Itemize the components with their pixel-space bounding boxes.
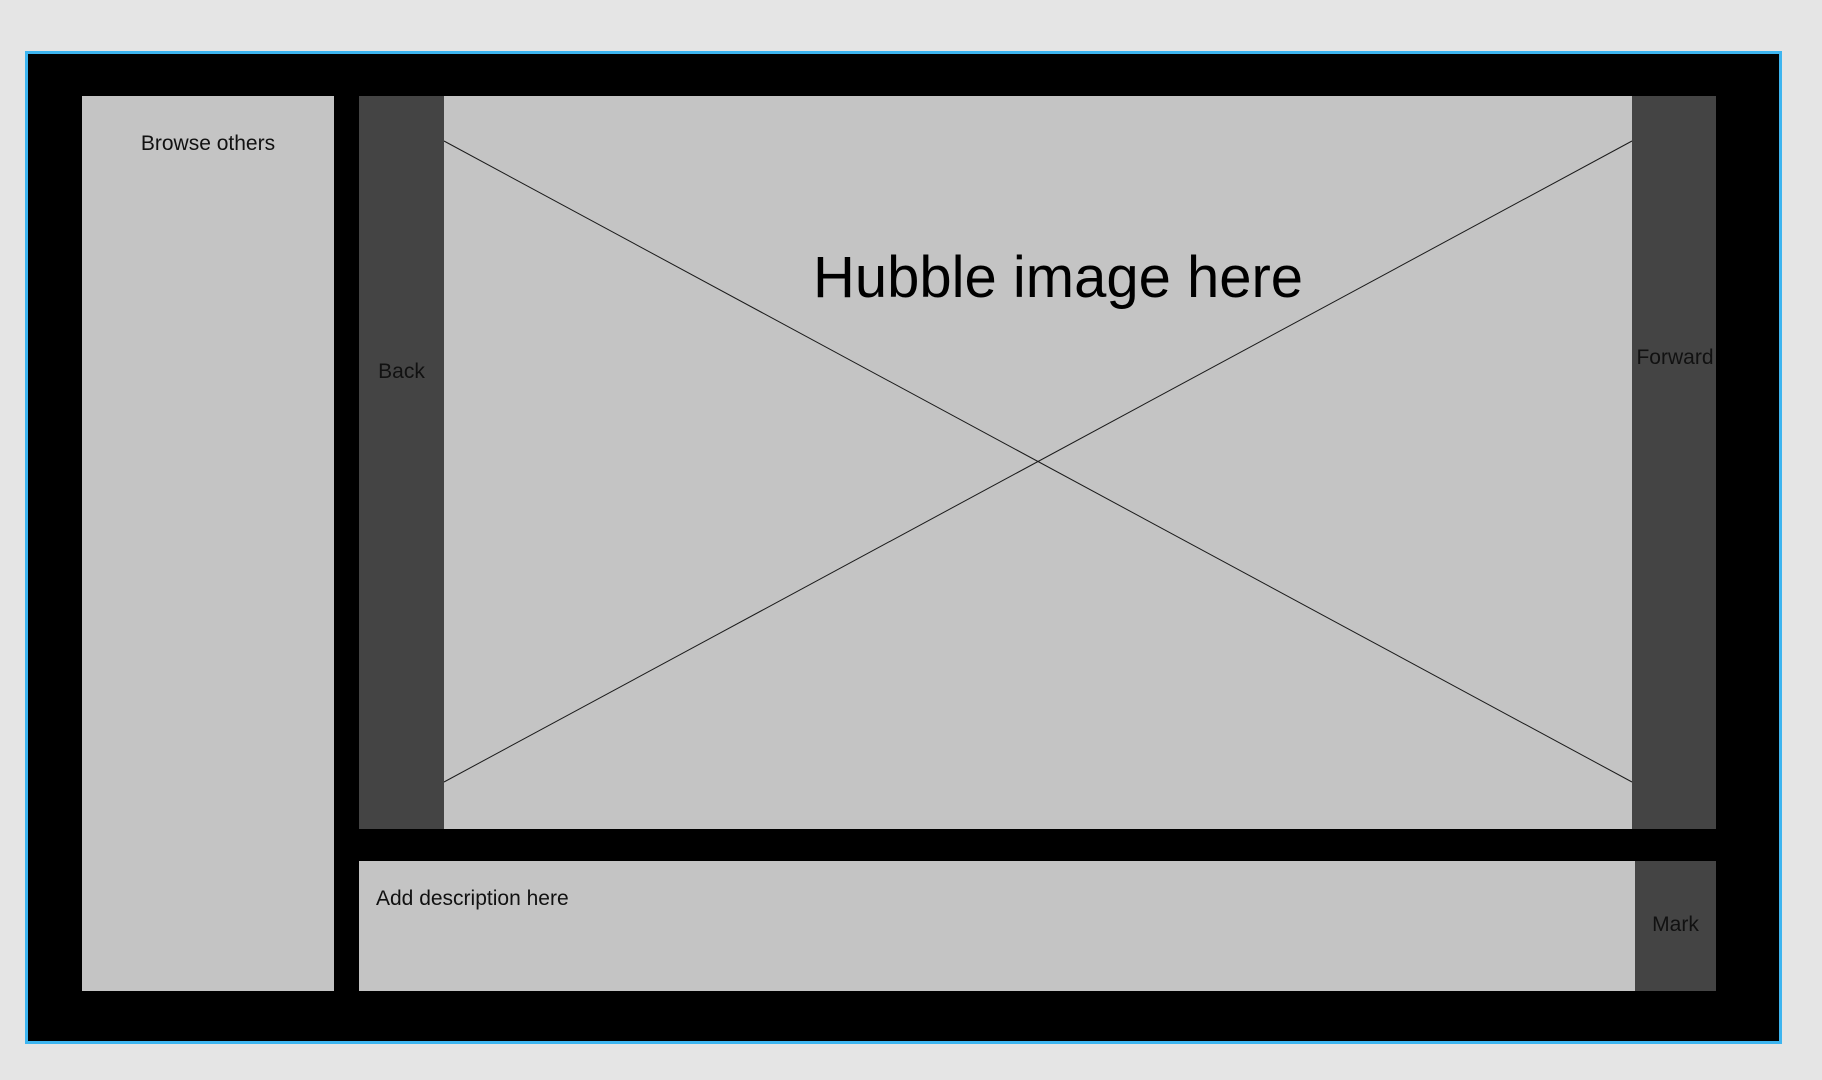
image-caption: Hubble image here bbox=[812, 245, 1304, 310]
back-button-label: Back bbox=[378, 360, 425, 383]
browse-others-label: Browse others bbox=[140, 132, 276, 155]
image-placeholder-cross-icon bbox=[444, 140, 1632, 783]
forward-button[interactable]: Forward bbox=[1632, 96, 1716, 829]
description-placeholder: Add description here bbox=[376, 887, 569, 910]
mark-button-label: Mark bbox=[1652, 913, 1699, 936]
hubble-image-placeholder: Hubble image here bbox=[444, 96, 1632, 829]
mark-button[interactable]: Mark bbox=[1635, 861, 1716, 991]
back-button[interactable]: Back bbox=[359, 96, 444, 829]
description-field[interactable]: Add description here bbox=[359, 861, 1635, 991]
forward-button-label: Forward bbox=[1636, 346, 1714, 369]
browse-others-panel[interactable]: Browse others bbox=[82, 96, 334, 991]
